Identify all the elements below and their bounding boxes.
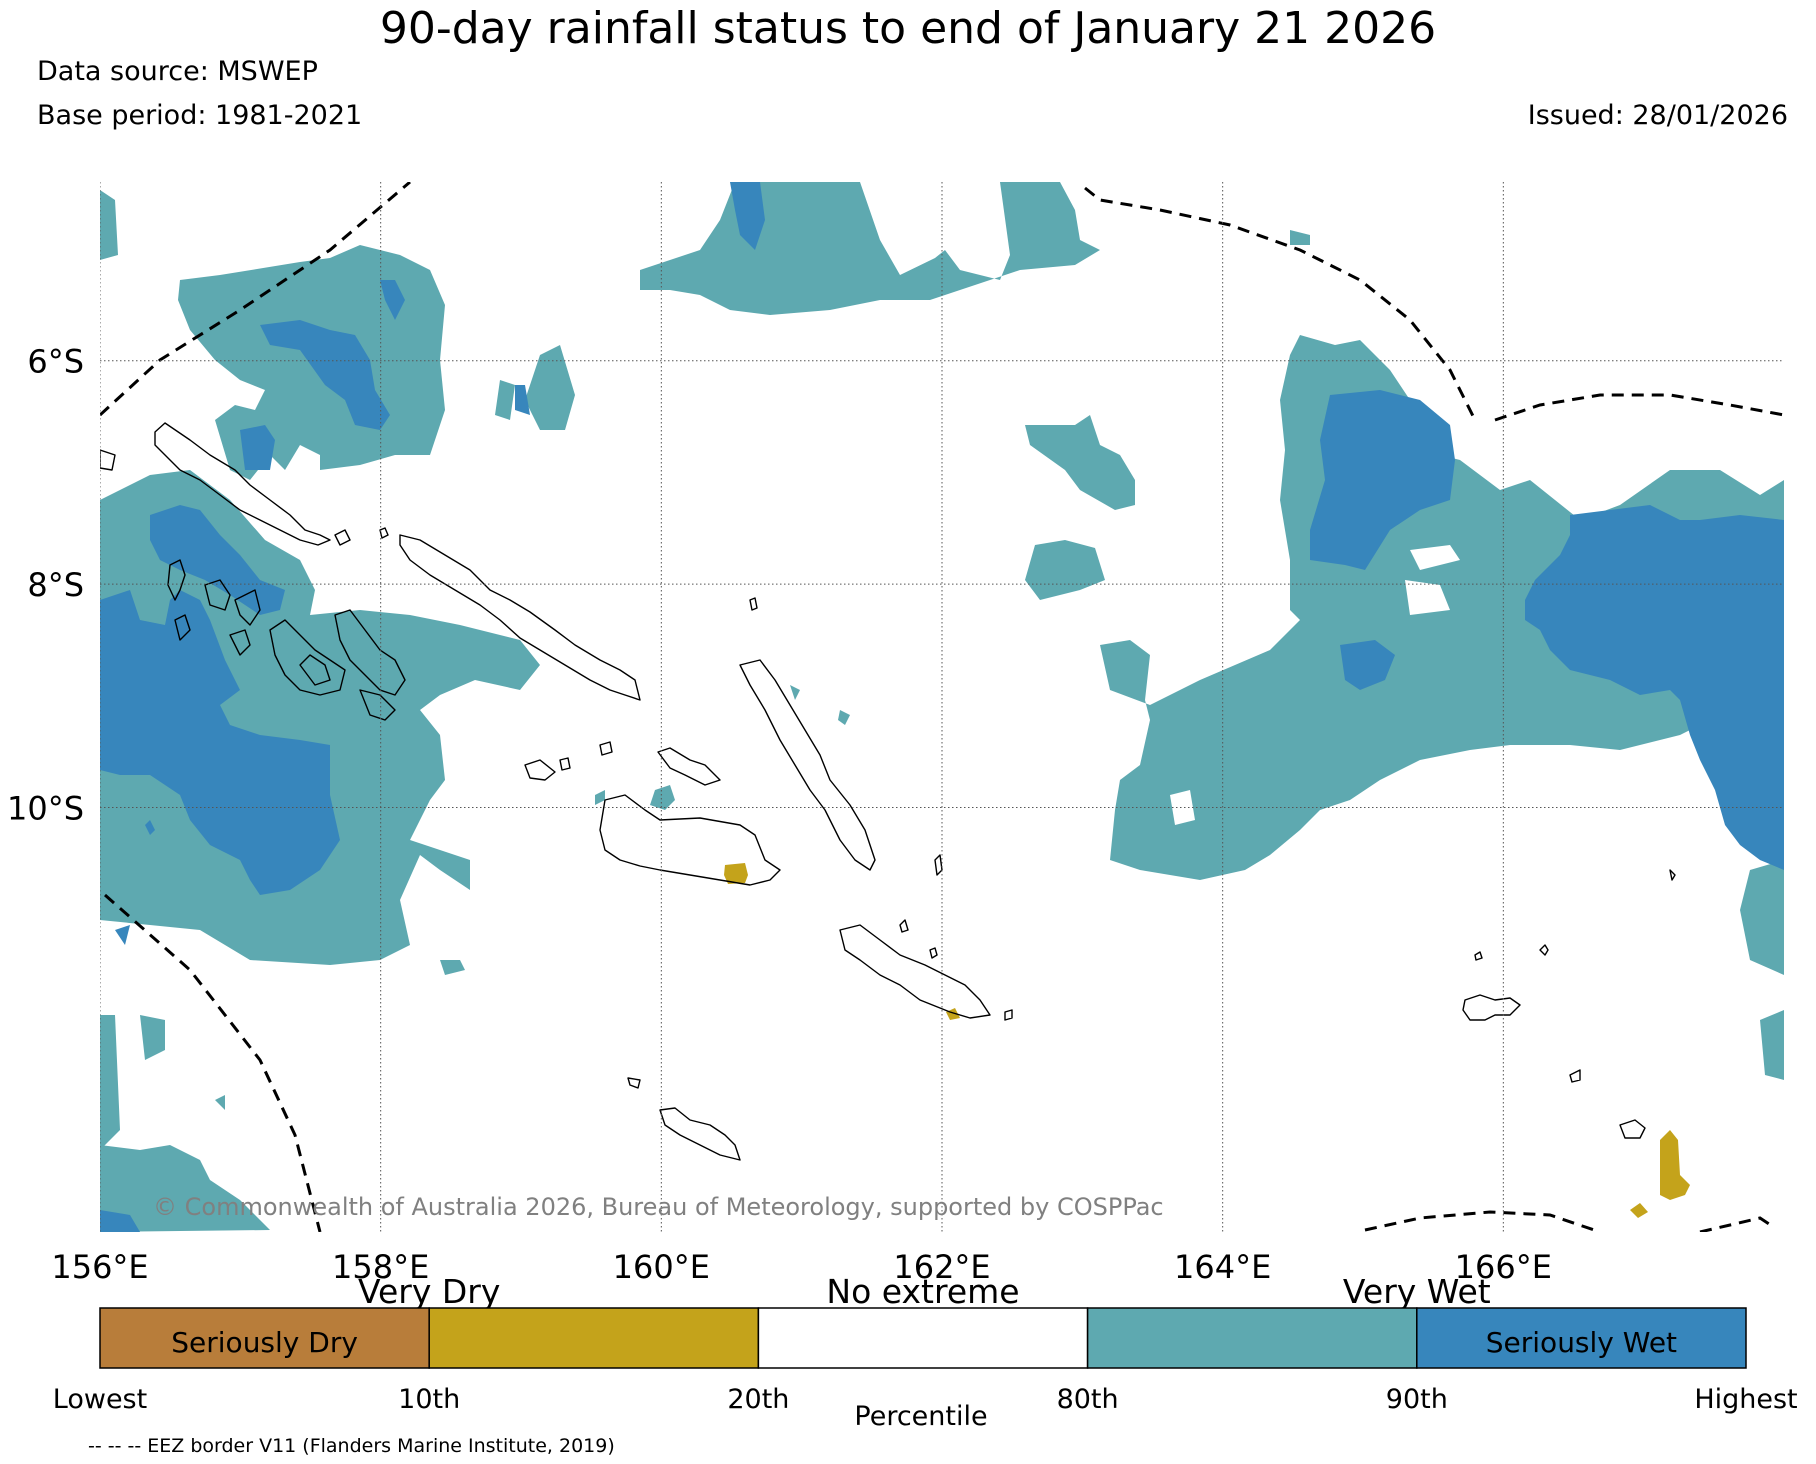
base-period-label: Base period: 1981-2021 [37, 100, 362, 131]
seriously-wet-regions [100, 182, 1784, 1232]
lat-tick-label: 6°S [27, 343, 84, 381]
coastline-north-solomons [399, 534, 641, 701]
coastline-bougainville-choiseul [154, 422, 331, 546]
data-source-label: Data source: MSWEP [37, 56, 318, 87]
legend-swatch-label: Seriously Wet [1486, 1326, 1677, 1359]
coastline-malaita [657, 747, 721, 786]
eez-border-vanuatu-southeast [1699, 1216, 1776, 1232]
very-dry-region-makira [946, 1008, 960, 1020]
legend-category-label: Very Dry [358, 1272, 500, 1311]
legend-swatch-4 [1416, 1307, 1747, 1369]
lon-tick-label: 162°E [893, 1248, 990, 1286]
very-dry-regions [724, 863, 1690, 1218]
lon-tick-label: 166°E [1455, 1248, 1552, 1286]
seriously-wet-region-west [100, 182, 1784, 1232]
legend-tick-label: 20th [727, 1384, 789, 1415]
eez-border-vanuatu-south [1364, 1210, 1601, 1232]
very-dry-region-vanuatu-north [1630, 1130, 1690, 1218]
coastline-shortland-islands [167, 559, 251, 656]
coastline-makira [839, 924, 991, 1019]
lat-tick-label: 8°S [27, 566, 84, 604]
eez-border-png-south [104, 893, 322, 1232]
lon-tick-label: 156°E [51, 1248, 148, 1286]
legend-top-labels: Very Dry No extreme Very Wet [358, 1272, 1491, 1311]
map-panel: © Commonwealth of Australia 2026, Bureau… [7, 182, 1784, 1286]
axis-labels: 156°E 158°E 160°E 162°E 164°E 166°E 6°S 8°S 10°S [7, 343, 1552, 1286]
legend-swatch-2 [757, 1307, 1089, 1369]
issued-date-label: Issued: 28/01/2026 [1528, 100, 1788, 131]
page-title: 90-day rainfall status to end of January… [380, 3, 1436, 54]
coastlines [100, 422, 1676, 1161]
legend-category-label: Very Wet [1343, 1272, 1491, 1311]
very-dry-region-guadalcanal [724, 863, 748, 884]
coastline-rennell [659, 1107, 741, 1161]
legend-swatch-1 [428, 1307, 760, 1369]
eez-source-note: -- -- -- EEZ border V11 (Flanders Marine… [88, 1435, 615, 1457]
legend-tick-label: 80th [1057, 1384, 1119, 1415]
coastline-vanuatu-torres [1462, 994, 1646, 1139]
legend-tick-label: Lowest [53, 1384, 147, 1415]
legend-tick-labels: Lowest 10th 20th 80th 90th Highest [53, 1384, 1798, 1415]
coastline-santa-isabel [739, 659, 876, 871]
legend-tick-label: 10th [398, 1384, 460, 1415]
gridlines [100, 182, 1784, 1232]
legend-axis-label: Percentile [854, 1401, 987, 1432]
legend-tick-label: Highest [1694, 1384, 1797, 1415]
lon-tick-label: 164°E [1174, 1248, 1271, 1286]
legend-colorbar: Seriously Dry Seriously Wet [99, 1307, 1747, 1369]
lon-tick-label: 160°E [613, 1248, 710, 1286]
legend-swatch-3 [1086, 1307, 1418, 1369]
coastline-new-georgia [234, 589, 406, 721]
coastline-florida-islands [524, 757, 571, 781]
eez-border-tuvalu [1494, 393, 1784, 422]
lon-tick-label: 158°E [332, 1248, 429, 1286]
legend-swatch-label: Seriously Dry [171, 1326, 358, 1359]
legend-tick-label: 90th [1386, 1384, 1448, 1415]
legend-swatch-0 [99, 1307, 430, 1369]
eez-border-nauru-tuvalu [1084, 186, 1477, 421]
eez-borders [100, 182, 1784, 1232]
coastline-guadalcanal [599, 794, 781, 886]
copyright-watermark: © Commonwealth of Australia 2026, Bureau… [153, 1193, 1164, 1221]
lat-tick-label: 10°S [7, 790, 84, 828]
legend: Very Dry No extreme Very Wet Seriously Dry… [53, 1272, 1798, 1432]
legend-category-label: No extreme [826, 1272, 1019, 1311]
